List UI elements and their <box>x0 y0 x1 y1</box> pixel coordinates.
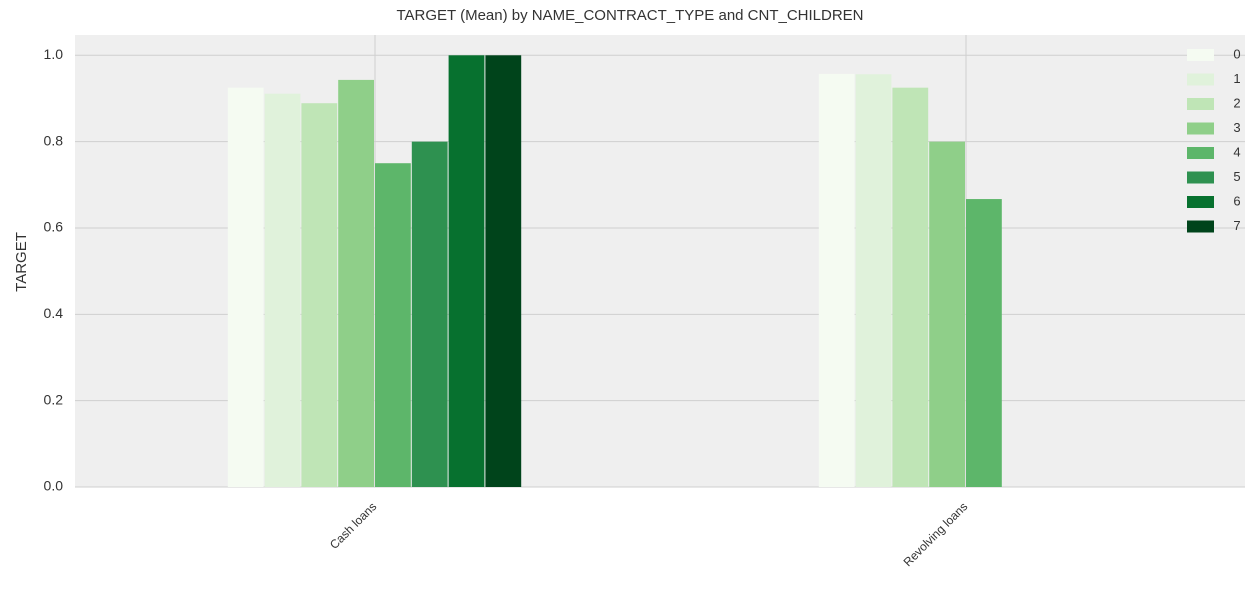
legend-swatch <box>1187 122 1214 135</box>
legend-swatch <box>1187 98 1214 110</box>
legend-swatch <box>1187 171 1214 184</box>
bar <box>448 55 485 488</box>
bar <box>855 74 892 487</box>
bar <box>301 103 338 488</box>
y-tick-label: 0.2 <box>44 391 64 407</box>
legend-swatch <box>1187 220 1214 233</box>
y-axis-label: TARGET <box>13 232 30 292</box>
legend-label: 7 <box>1233 218 1240 233</box>
bar <box>929 141 965 488</box>
legend-label: 0 <box>1233 46 1240 61</box>
y-tick-label: 0.8 <box>44 132 64 148</box>
bar <box>375 163 411 487</box>
bars <box>227 55 1002 488</box>
bar <box>892 87 929 487</box>
legend-label: 1 <box>1233 71 1240 86</box>
y-tick-label: 0.0 <box>44 478 64 494</box>
bar <box>411 141 448 488</box>
legend-label: 6 <box>1233 193 1240 208</box>
y-tick-label: 1.0 <box>44 46 64 62</box>
y-tick-label: 0.6 <box>44 219 64 235</box>
bar <box>485 55 522 488</box>
legend-swatch <box>1187 147 1214 159</box>
bar <box>338 79 374 488</box>
bar <box>966 199 1002 487</box>
legend-label: 3 <box>1233 120 1240 135</box>
legend-swatch <box>1187 73 1214 86</box>
legend-label: 4 <box>1233 144 1240 159</box>
chart-title: TARGET (Mean) by NAME_CONTRACT_TYPE and … <box>396 7 863 24</box>
y-tick-label: 0.4 <box>44 305 64 321</box>
legend-label: 5 <box>1233 169 1240 184</box>
legend-swatch <box>1187 49 1214 61</box>
bar <box>818 73 855 487</box>
legend-label: 2 <box>1233 95 1240 110</box>
x-tick-label: Cash loans <box>327 499 379 551</box>
x-tick-label: Revolving loans <box>901 499 971 569</box>
bar <box>227 87 264 487</box>
bar <box>264 93 301 487</box>
legend-swatch <box>1187 196 1214 208</box>
